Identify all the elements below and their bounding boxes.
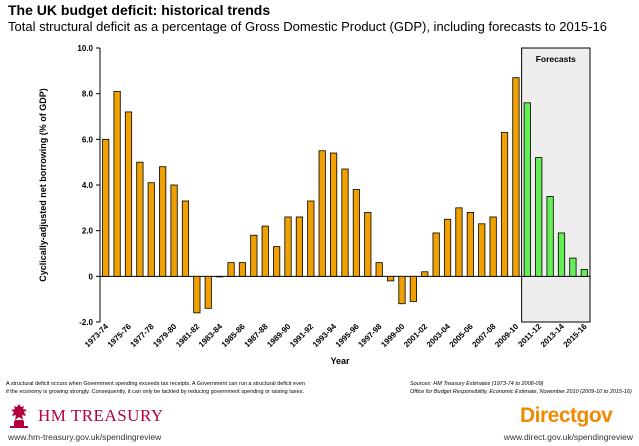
directgov-url[interactable]: www.direct.gov.uk/spendingreview [503, 432, 633, 442]
bar-2012-13 [546, 196, 554, 277]
bar-1997-98 [375, 262, 383, 277]
bar-2002-03 [432, 232, 440, 277]
x-tick-label: 1995-96 [334, 322, 362, 350]
bar-2005-06 [466, 211, 474, 277]
x-tick-label: 1975-76 [106, 322, 134, 350]
bar-1986-87 [250, 234, 258, 277]
footnote-line: if the economy is growing strongly. Cons… [6, 389, 304, 395]
x-tick-label: 1991-92 [288, 322, 316, 350]
chart-title: The UK budget deficit: historical trends [8, 2, 271, 18]
x-tick-label: 2003-04 [425, 322, 453, 350]
bar-2015-16 [580, 269, 588, 277]
directgov-logo: Directgov [520, 402, 613, 430]
y-axis-label: Cyclically-adjusted net borrowing (% of … [38, 88, 48, 282]
bar-1978-79 [159, 166, 167, 277]
forecast-region [521, 47, 591, 323]
bar-1992-93 [318, 150, 326, 277]
bar-1984-85 [227, 262, 235, 277]
x-tick-label: 2001-02 [402, 322, 430, 350]
x-tick-label: 1985-86 [220, 322, 248, 350]
x-tick-label: 1987-88 [243, 322, 271, 350]
bar-1973-74 [102, 138, 110, 277]
x-tick-label: 2007-08 [470, 322, 498, 350]
sources-line: Office for Budget Responsibility, Econom… [410, 389, 632, 395]
bar-1996-97 [364, 211, 372, 277]
bar-1976-77 [136, 161, 144, 277]
bar-1994-95 [341, 168, 349, 277]
y-tick-label: 8.0 [82, 90, 94, 99]
sources-note: Sources: HM Treasury Estimates (1973-74 … [410, 380, 638, 396]
bar-2014-15 [569, 257, 577, 277]
bar-1998-99 [386, 275, 395, 282]
x-tick-label: 1977-78 [129, 322, 157, 350]
x-tick-label: 1999-00 [379, 322, 407, 350]
x-tick-label: 1979-80 [151, 322, 179, 350]
y-tick-label: 10.0 [77, 44, 93, 53]
y-tick-label: 2.0 [82, 227, 94, 236]
bar-1981-82 [193, 275, 201, 314]
bar-1989-90 [284, 216, 292, 277]
x-tick-label: 1981-82 [174, 322, 202, 350]
x-axis-label: Year [330, 356, 350, 366]
x-tick-label: 1993-94 [311, 322, 339, 350]
hm-treasury-logo: HM TREASURY [8, 402, 164, 430]
bar-1985-86 [238, 262, 247, 277]
bar-2007-08 [489, 216, 497, 277]
bar-1999-00 [398, 275, 406, 305]
x-tick-label: 2013-14 [539, 322, 567, 350]
bar-1979-80 [170, 184, 178, 277]
x-tick-label: 2015-16 [562, 322, 590, 350]
deficit-bar-chart: Forecasts-2.002.04.06.08.010.01973-74197… [38, 44, 591, 366]
bar-2000-01 [409, 275, 417, 302]
y-tick-label: 4.0 [82, 181, 94, 190]
bar-1975-76 [124, 111, 133, 277]
bar-1993-94 [330, 152, 338, 277]
bar-1982-83 [204, 275, 212, 309]
royal-crest-icon [10, 404, 28, 428]
y-tick-label: 6.0 [82, 135, 94, 144]
forecast-label: Forecasts [536, 54, 576, 64]
bar-1995-96 [352, 189, 360, 277]
bar-2011-12 [535, 157, 543, 277]
bar-2004-05 [455, 207, 463, 277]
bar-1987-88 [261, 225, 269, 277]
footnote-line: A structural deficit occurs when Governm… [6, 381, 305, 387]
x-tick-label: 2005-06 [448, 322, 476, 350]
chart-subtitle: Total structural deficit as a percentage… [8, 19, 607, 34]
y-tick-label: 0 [89, 272, 94, 281]
structural-deficit-footnote: A structural deficit occurs when Governm… [6, 380, 336, 396]
x-tick-label: 1989-90 [265, 322, 293, 350]
sources-line: Sources: HM Treasury Estimates (1973-74 … [410, 381, 544, 387]
bar-1980-81 [181, 200, 190, 277]
bar-2001-02 [421, 271, 429, 277]
bar-1990-91 [295, 216, 304, 277]
x-tick-label: 2009-10 [493, 322, 521, 350]
bar-1977-78 [147, 182, 155, 277]
bar-1974-75 [113, 90, 121, 277]
bar-2003-04 [443, 218, 452, 277]
hm-treasury-url[interactable]: www.hm-treasury.gov.uk/spendingreview [8, 432, 162, 442]
hm-treasury-name: HM TREASURY [38, 406, 164, 425]
x-tick-label: 1997-98 [356, 322, 384, 350]
bar-1983-84 [216, 275, 224, 278]
bar-2006-07 [478, 223, 486, 277]
bar-1988-89 [273, 246, 281, 277]
bar-1991-92 [307, 200, 315, 277]
bar-2008-09 [500, 132, 509, 277]
directgov-name: Directgov [520, 404, 613, 427]
bar-2013-14 [557, 232, 566, 277]
y-tick-label: -2.0 [79, 318, 93, 327]
bar-2009-10 [512, 77, 520, 277]
bar-2010-11 [523, 102, 531, 277]
x-tick-label: 1983-84 [197, 322, 225, 350]
